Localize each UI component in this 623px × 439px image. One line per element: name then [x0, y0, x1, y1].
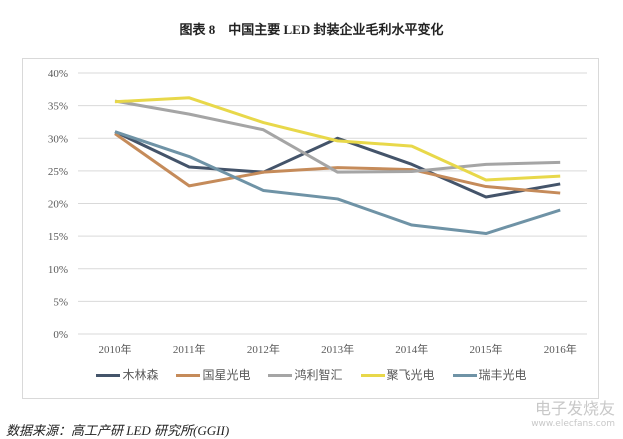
x-tick-label: 2015年: [470, 342, 503, 356]
series-line: [114, 96, 561, 182]
legend-swatch: [96, 374, 121, 377]
watermark-logo: 电子发烧友 www.elecfans.com: [531, 399, 615, 429]
legend-swatch: [360, 374, 385, 377]
legend-label: 聚飞光电: [386, 368, 435, 382]
y-tick-label: 40%: [48, 68, 68, 80]
y-tick-label: 25%: [48, 166, 68, 178]
legend-label: 木林森: [122, 368, 159, 382]
y-tick-label: 15%: [48, 231, 68, 243]
y-tick-label: 10%: [48, 264, 68, 276]
legend-item: 鸿利智汇: [268, 366, 343, 383]
y-tick-label: 30%: [48, 133, 68, 145]
chart-title: 图表 8 中国主要 LED 封装企业毛利水平变化: [179, 22, 444, 37]
legend-item: 木林森: [96, 366, 158, 383]
x-tick-label: 2012年: [247, 342, 280, 356]
chart-frame: [22, 58, 599, 399]
y-tick-label: 20%: [48, 199, 68, 211]
x-tick-label: 2010年: [99, 342, 132, 356]
y-tick-label: 35%: [48, 101, 68, 113]
x-tick-label: 2011年: [173, 342, 206, 356]
legend-swatch: [176, 374, 201, 377]
source-note: 数据来源：高工产研 LED 研究所(GGII): [6, 423, 230, 438]
legend-label: 国星光电: [202, 368, 251, 382]
series-line: [114, 130, 561, 199]
x-tick-label: 2013年: [321, 342, 354, 356]
legend-label: 鸿利智汇: [294, 368, 343, 382]
legend-item: 瑞丰光电: [452, 366, 527, 383]
y-tick-label: 5%: [53, 296, 68, 308]
legend-swatch: [268, 374, 293, 377]
legend-swatch: [452, 374, 477, 377]
series-line: [114, 132, 561, 195]
legend: 木林森 国星光电 鸿利智汇 聚飞光电 瑞丰光电: [0, 366, 623, 383]
legend-label: 瑞丰光电: [478, 368, 527, 382]
series-line: [114, 99, 561, 174]
legend-item: 聚飞光电: [360, 366, 435, 383]
legend-item: 国星光电: [176, 366, 250, 383]
series-line: [114, 130, 561, 236]
x-tick-label: 2014年: [395, 342, 428, 356]
x-tick-label: 2016年: [544, 342, 577, 356]
y-tick-label: 0%: [53, 329, 68, 341]
